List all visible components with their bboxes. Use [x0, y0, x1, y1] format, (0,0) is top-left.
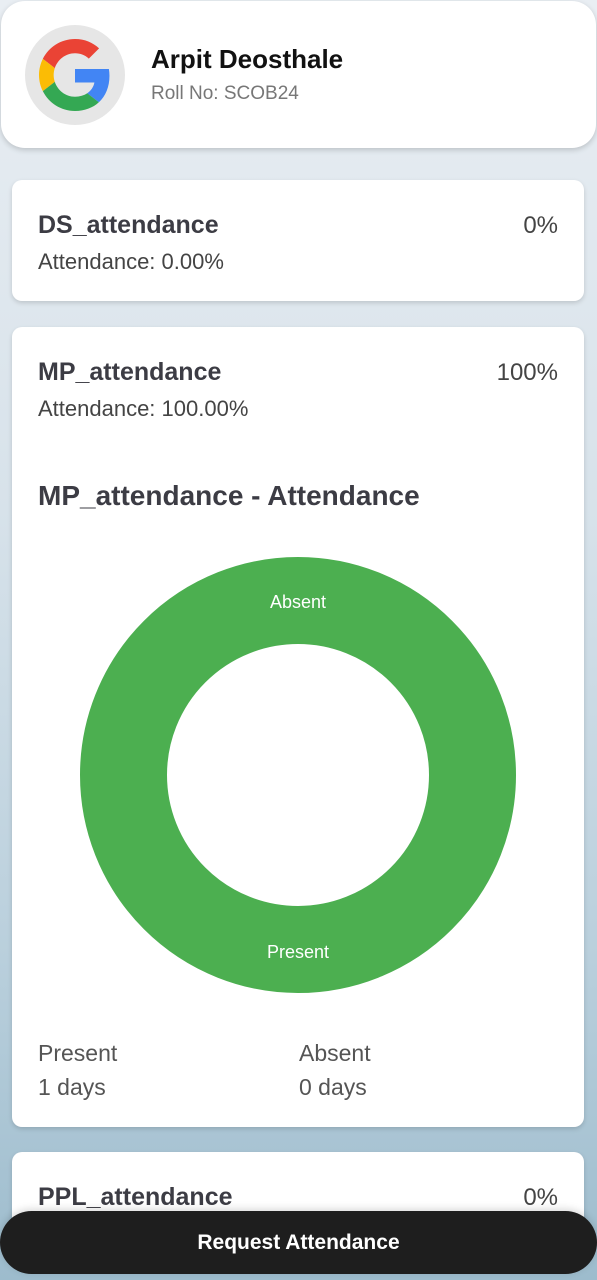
profile-name: Arpit Deosthale	[151, 44, 344, 74]
subject-title: MP_attendance	[38, 358, 222, 386]
request-attendance-button[interactable]: Request Attendance	[0, 1211, 597, 1274]
profile-card: Arpit Deosthale Roll No: SCOB24	[1, 1, 596, 148]
donut-slice-present	[80, 557, 516, 993]
subject-attendance: Attendance: 100.00%	[38, 396, 249, 421]
absent-value: 0 days	[299, 1074, 367, 1100]
google-logo-icon	[39, 38, 110, 111]
donut-label-present: Present	[267, 942, 329, 962]
subject-percent: 0%	[523, 212, 558, 239]
subject-percent: 100%	[496, 359, 558, 386]
subject-title: PPL_attendance	[38, 1183, 233, 1211]
subject-card-ds[interactable]: DS_attendance 0% Attendance: 0.00%	[12, 180, 584, 301]
chart-title: MP_attendance - Attendance	[38, 480, 420, 511]
donut-label-absent: Absent	[270, 592, 326, 612]
subject-title: DS_attendance	[38, 211, 219, 239]
profile-roll: Roll No: SCOB24	[151, 83, 299, 104]
present-value: 1 days	[38, 1074, 106, 1100]
subject-percent: 0%	[523, 1184, 558, 1211]
subject-attendance: Attendance: 0.00%	[38, 249, 224, 274]
attendance-donut-chart: Absent Present	[80, 557, 516, 993]
avatar	[25, 24, 125, 125]
present-label: Present	[38, 1040, 118, 1066]
subject-card-mp[interactable]: MP_attendance 100% Attendance: 100.00% M…	[12, 327, 584, 1127]
absent-label: Absent	[299, 1040, 371, 1066]
profile-info: Arpit Deosthale Roll No: SCOB24	[151, 44, 343, 105]
